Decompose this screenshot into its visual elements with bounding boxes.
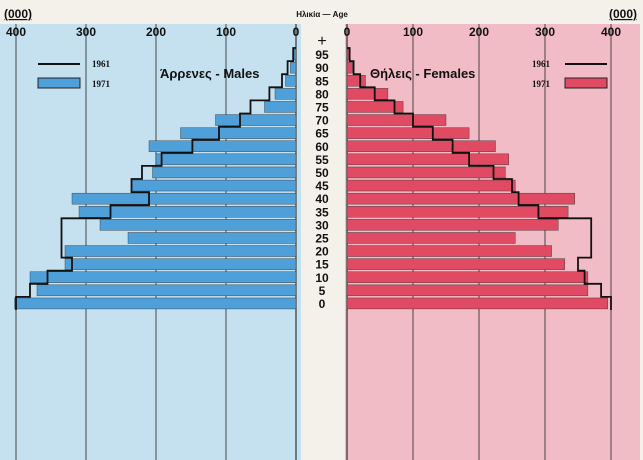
age-label-80: 80 [315, 87, 329, 101]
females-1971-bar-age-60 [346, 140, 496, 152]
age-axis-title: Ηλικία — Age [296, 10, 348, 19]
females-1971-bar-age-15 [346, 258, 566, 270]
males-1971-bar-age-70 [215, 114, 297, 126]
x-tick-females-200: 200 [469, 25, 489, 39]
age-label-95: 95 [315, 48, 329, 62]
females-1971-bar-age-40 [346, 192, 575, 205]
males-1971-bar-age-90 [290, 61, 297, 74]
females-legend-1961-label: 1961 [532, 59, 551, 69]
males-1971-bar-age-80 [274, 88, 297, 100]
x-unit-right: (000) [609, 7, 637, 21]
females-1971-bar-age-75 [346, 101, 404, 113]
age-label-45: 45 [315, 179, 329, 193]
x-tick-males-0: 0 [293, 25, 300, 39]
males-1971-bar-age-40 [71, 192, 297, 205]
males-1971-bar-age-95 [293, 48, 297, 61]
females-1971-bar-age-90 [346, 61, 353, 74]
females-1971-bar-age-55 [346, 153, 509, 166]
males-title: Άρρενες - Males [160, 66, 260, 81]
females-1971-bar-age-45 [346, 179, 516, 192]
age-label-35: 35 [315, 205, 329, 219]
males-1961-outline [15, 47, 296, 310]
age-label-5: 5 [319, 284, 326, 298]
females-1971-bar-age-70 [346, 114, 447, 126]
age-label-30: 30 [315, 218, 329, 232]
females-1971-bar-age-20 [346, 245, 552, 257]
females-1961-outline [347, 47, 612, 310]
age-label-15: 15 [315, 258, 329, 272]
age-axis-plus: + [317, 33, 326, 50]
age-label-90: 90 [315, 61, 329, 75]
x-tick-females-100: 100 [403, 25, 423, 39]
females-1971-bar-age-85 [346, 75, 366, 87]
females-1971-bar-age-50 [346, 166, 506, 179]
males-legend-1971-bar-icon [37, 77, 81, 89]
x-tick-males-400: 400 [6, 25, 26, 39]
x-tick-males-300: 300 [76, 25, 96, 39]
age-label-75: 75 [315, 100, 329, 114]
x-unit-left: (000) [4, 7, 32, 21]
males-1971-bar-age-60 [148, 140, 297, 152]
males-1971-bar-age-10 [29, 271, 297, 283]
x-tick-males-200: 200 [146, 25, 166, 39]
age-label-55: 55 [315, 153, 329, 167]
males-1971-bar-age-30 [99, 219, 297, 231]
males-1971-bar-age-20 [64, 245, 297, 257]
age-label-10: 10 [315, 271, 329, 285]
females-1971-bar-age-25 [346, 232, 516, 244]
age-label-70: 70 [315, 114, 329, 128]
males-1971-bar-age-35 [78, 206, 297, 218]
age-label-85: 85 [315, 74, 329, 88]
x-tick-females-300: 300 [535, 25, 555, 39]
x-tick-females-400: 400 [601, 25, 621, 39]
males-legend-1961-label: 1961 [92, 59, 111, 69]
age-label-0: 0 [319, 297, 326, 311]
males-1971-bar-age-50 [152, 166, 297, 179]
females-legend-1971-label: 1971 [532, 79, 551, 89]
males-legend-1971-label: 1971 [92, 79, 111, 89]
females-1971-bar-age-35 [346, 206, 569, 218]
males-1971-bar-age-65 [180, 127, 297, 139]
males-1971-bar-age-25 [127, 232, 297, 244]
females-1971-bar-age-5 [346, 284, 589, 297]
females-1971-bar-age-65 [346, 127, 470, 139]
females-1971-bar-age-10 [346, 271, 589, 283]
age-label-60: 60 [315, 140, 329, 154]
age-label-65: 65 [315, 127, 329, 141]
age-label-50: 50 [315, 166, 329, 180]
males-1971-bar-age-5 [36, 284, 297, 297]
females-1971-bar-age-80 [346, 88, 389, 100]
age-label-40: 40 [315, 192, 329, 206]
age-label-20: 20 [315, 245, 329, 259]
females-1971-bar-age-95 [346, 48, 350, 61]
males-1971-bar-age-45 [131, 179, 297, 192]
males-1971-bar-age-55 [155, 153, 297, 166]
males-1971-bar-age-0 [14, 297, 297, 310]
females-legend-1971-bar-icon [564, 77, 608, 89]
males-1971-bar-age-15 [64, 258, 297, 270]
females-title: Θήλεις - Females [370, 66, 475, 81]
x-tick-females-0: 0 [344, 25, 351, 39]
males-1971-bar-age-75 [264, 101, 297, 113]
males-1971-bar-age-85 [285, 75, 297, 87]
age-label-25: 25 [315, 231, 329, 245]
x-tick-males-100: 100 [216, 25, 236, 39]
females-1971-bar-age-0 [346, 297, 608, 310]
females-1971-bar-age-30 [346, 219, 559, 231]
